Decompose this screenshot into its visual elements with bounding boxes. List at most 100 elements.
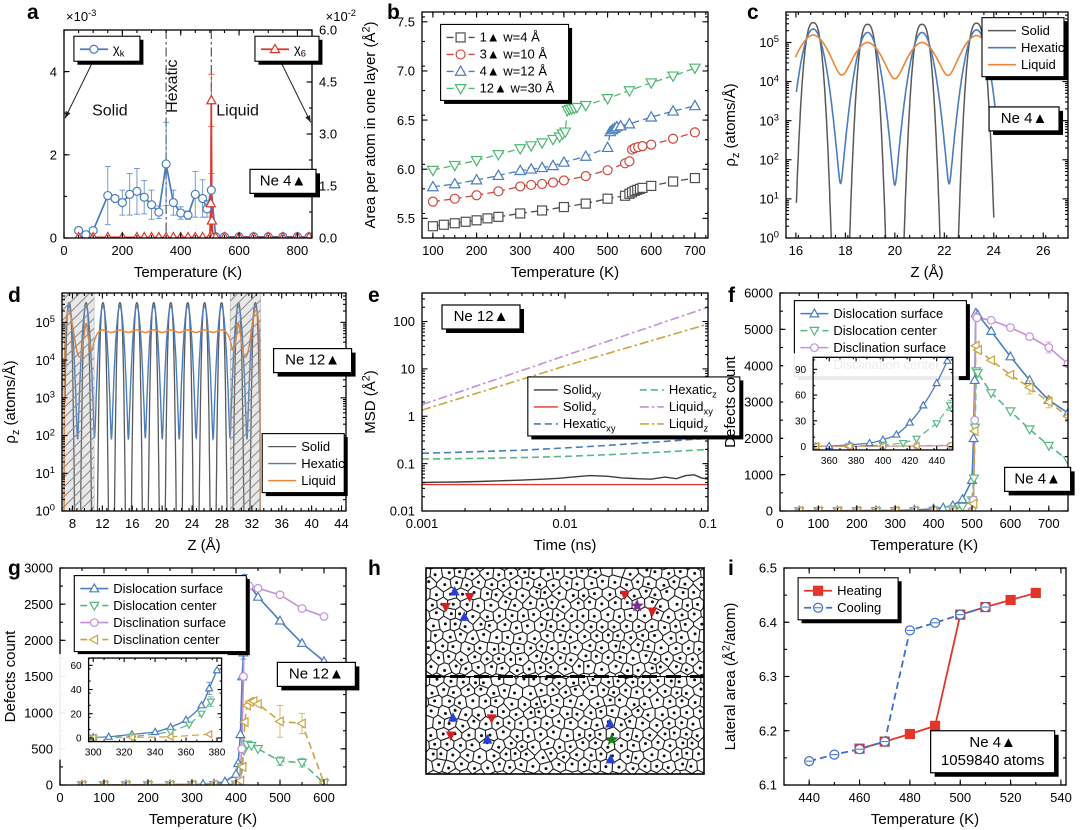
svg-text:0: 0: [56, 790, 63, 805]
svg-text:400: 400: [170, 243, 192, 258]
svg-text:Hexatic: Hexatic: [164, 59, 181, 112]
panel-b: b 100 200 300 400 500 600 700 5.5 6.0 6.5 7.0 7.5 Te…: [360, 0, 720, 283]
panel-g: g 0 100 200 300 400 500 600 0 500 1000 1500 2000 250…: [0, 556, 360, 830]
svg-text:100: 100: [422, 243, 444, 258]
svg-text:18: 18: [838, 243, 852, 258]
svg-text:104: 104: [35, 352, 55, 368]
svg-text:ρz (atoms/Å): ρz (atoms/Å): [722, 83, 742, 166]
panel-a-plot: 0 200 400 600 800 0 2 4 0.0 1.5 3.0 4.5 6.0 Temperatu…: [50, 8, 356, 281]
svg-text:44: 44: [334, 516, 348, 531]
svg-text:Liquidxy: Liquidxy: [669, 399, 713, 416]
svg-text:420: 420: [901, 456, 918, 467]
svg-text:Solidz: Solidz: [563, 399, 597, 416]
svg-text:40: 40: [70, 685, 82, 696]
svg-text:ρz (atoms/Å): ρz (atoms/Å): [2, 360, 22, 443]
svg-text:Z (Å): Z (Å): [187, 537, 220, 554]
svg-text:Dislocation center: Dislocation center: [113, 598, 217, 613]
panel-label-d: d: [8, 284, 21, 307]
svg-text:χ6: χ6: [294, 41, 306, 58]
svg-text:6.1: 6.1: [759, 778, 777, 793]
svg-text:300: 300: [85, 748, 102, 759]
svg-text:101: 101: [759, 191, 779, 207]
svg-text:4000: 4000: [744, 358, 773, 373]
svg-text:320: 320: [116, 748, 133, 759]
svg-text:Dislocation surface: Dislocation surface: [113, 581, 223, 596]
panel-b-plot: 100 200 300 400 500 600 700 5.5 6.0 6.5 7.0 7.5 Temp…: [360, 11, 709, 281]
panel-d-plot: 8 12 16 20 24 28 32 36 40 44 100 101 102 103 104 105 Z (…: [2, 292, 356, 554]
svg-text:8: 8: [69, 516, 76, 531]
svg-text:1059840 atoms: 1059840 atoms: [941, 752, 1044, 769]
svg-text:4.5: 4.5: [319, 75, 337, 90]
svg-text:1: 1: [408, 409, 415, 424]
svg-text:101: 101: [35, 465, 55, 481]
svg-text:20: 20: [155, 516, 169, 531]
svg-text:500: 500: [31, 742, 53, 757]
svg-text:380: 380: [848, 456, 865, 467]
svg-text:χk: χk: [113, 41, 125, 58]
svg-text:480: 480: [899, 790, 921, 805]
panel-label-g: g: [8, 557, 21, 580]
svg-text:Ne 4▲: Ne 4▲: [1001, 110, 1048, 127]
svg-text:105: 105: [759, 34, 779, 50]
svg-text:16: 16: [125, 516, 139, 531]
svg-text:520: 520: [1000, 790, 1022, 805]
svg-text:Defects count: Defects count: [722, 355, 739, 448]
panel-a: a 0 200 400 600 800 0 2 4 0.0 1.5 3.0 4.5 6.0 Tempera…: [0, 0, 360, 283]
panel-h-voronoi: [424, 566, 706, 775]
svg-text:500: 500: [949, 790, 971, 805]
svg-text:200: 200: [137, 790, 159, 805]
svg-text:Liquidz: Liquidz: [669, 416, 709, 433]
svg-text:600: 600: [1000, 516, 1022, 531]
svg-text:103: 103: [35, 390, 55, 406]
svg-text:200: 200: [112, 243, 134, 258]
svg-text:Temperature (K): Temperature (K): [511, 264, 619, 281]
svg-text:Temperature (K): Temperature (K): [870, 537, 978, 554]
svg-text:Solidxy: Solidxy: [563, 382, 602, 399]
panel-f-plot: 0 100 200 300 400 500 600 700010002000300040005…: [722, 286, 1075, 554]
svg-text:Solid: Solid: [1021, 23, 1050, 38]
svg-text:400: 400: [875, 456, 892, 467]
svg-text:6.5: 6.5: [759, 561, 777, 576]
panel-c: c 16 18 20 22 24 26 100 101 102 103 104 105 Z (Å) ρz …: [720, 0, 1080, 283]
svg-text:360: 360: [178, 748, 195, 759]
svg-text:Solid: Solid: [92, 102, 128, 119]
svg-text:20: 20: [888, 243, 902, 258]
svg-text:300: 300: [884, 516, 906, 531]
svg-text:2500: 2500: [24, 597, 53, 612]
svg-text:600: 600: [313, 790, 335, 805]
svg-text:600: 600: [228, 243, 250, 258]
svg-text:Solid: Solid: [301, 439, 330, 454]
svg-text:7.5: 7.5: [397, 15, 415, 30]
svg-text:16: 16: [789, 243, 803, 258]
svg-text:100: 100: [393, 314, 415, 329]
svg-text:3000: 3000: [24, 561, 53, 576]
svg-text:7.0: 7.0: [397, 64, 415, 79]
svg-text:12: 12: [95, 516, 109, 531]
svg-text:MSD (Å2): MSD (Å2): [360, 370, 379, 434]
svg-text:36: 36: [274, 516, 288, 531]
svg-text:440: 440: [798, 790, 820, 805]
svg-text:0.001: 0.001: [406, 516, 439, 531]
svg-text:Temperature (K): Temperature (K): [134, 264, 242, 281]
svg-text:1.5: 1.5: [319, 179, 337, 194]
svg-text:700: 700: [1038, 516, 1060, 531]
svg-text:105: 105: [35, 314, 55, 330]
svg-text:28: 28: [215, 516, 229, 531]
svg-text:1▲ w=4 Å: 1▲ w=4 Å: [480, 30, 541, 45]
svg-text:103: 103: [759, 112, 779, 128]
svg-text:Liquid: Liquid: [1021, 57, 1056, 72]
svg-text:800: 800: [287, 243, 309, 258]
svg-text:3000: 3000: [744, 395, 773, 410]
svg-text:3▲ w=10 Å: 3▲ w=10 Å: [480, 47, 548, 62]
svg-text:Hexaticxy: Hexaticxy: [563, 416, 616, 433]
panel-label-h: h: [368, 557, 381, 580]
svg-text:4▲ w=12 Å: 4▲ w=12 Å: [480, 64, 548, 79]
svg-text:Dislocation center: Dislocation center: [833, 323, 937, 338]
panel-f: f 0 100 200 300 400 500 600 700 0 1000 2000 3000 400…: [720, 283, 1080, 556]
svg-text:100: 100: [759, 230, 779, 246]
panel-label-b: b: [387, 1, 400, 24]
svg-text:2000: 2000: [24, 633, 53, 648]
svg-text:Dislocation surface: Dislocation surface: [833, 306, 943, 321]
